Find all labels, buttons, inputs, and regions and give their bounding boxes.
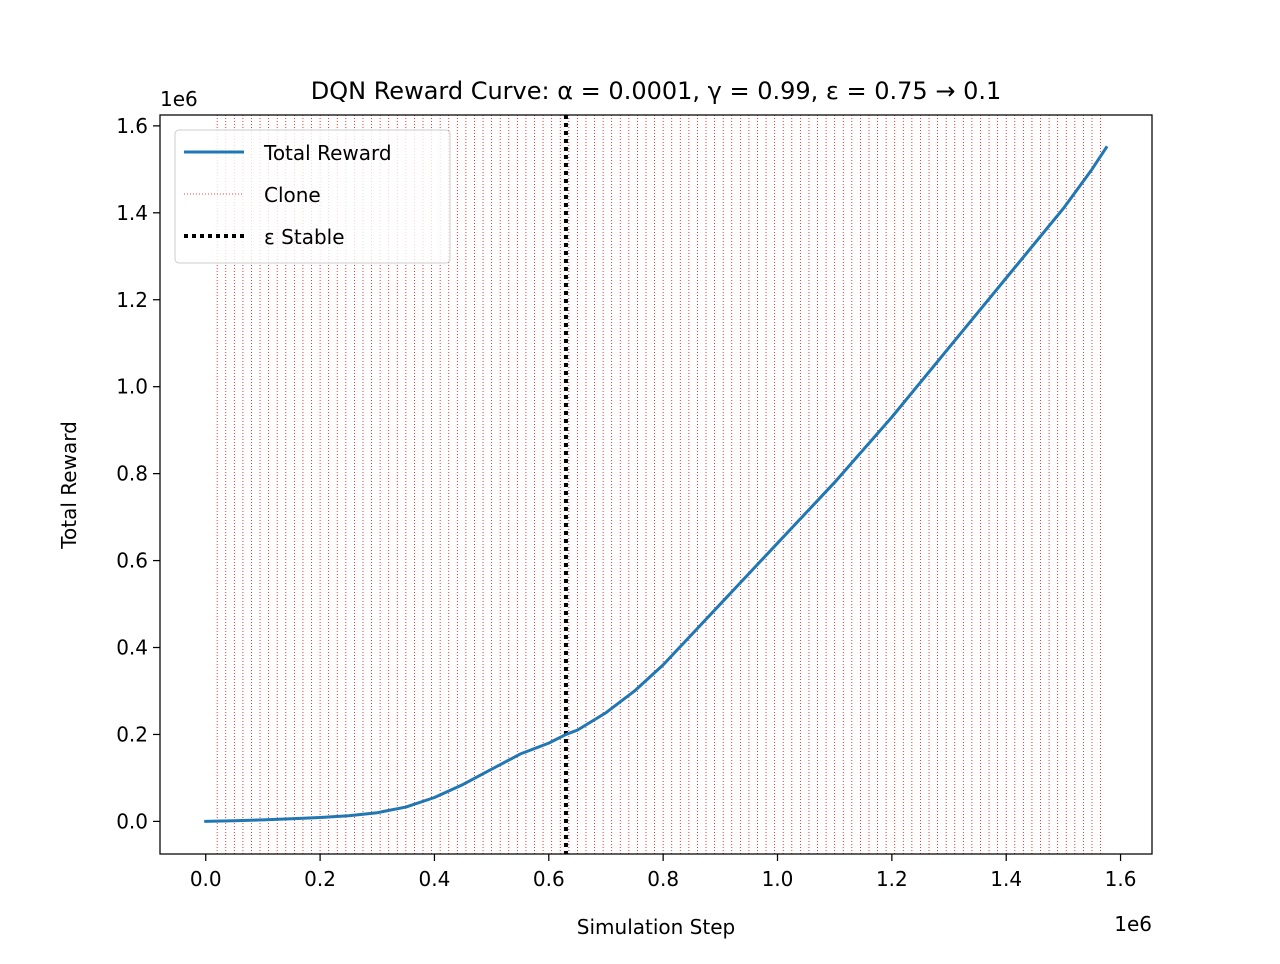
y-axis-ticks: 0.0 0.2 0.4 0.6 0.8 1.0 1.2 1.4 1.6 [116, 114, 160, 833]
y-tick-label: 0.2 [116, 722, 148, 746]
y-tick-label: 0.8 [116, 462, 148, 486]
y-tick-label: 0.6 [116, 549, 148, 573]
series-line-total-reward [204, 145, 1109, 823]
plot-frame [159, 114, 1153, 855]
x-tick-label: 0.4 [419, 867, 451, 891]
x-tick-label: 1.6 [1105, 867, 1137, 891]
y-tick-label: 1.2 [116, 288, 148, 312]
x-tick-label: 0.8 [647, 867, 679, 891]
x-tick-label: 0.6 [533, 867, 565, 891]
y-tick-label: 1.4 [116, 201, 148, 225]
series-layer [204, 145, 1109, 823]
legend-label-clone: Clone [264, 183, 321, 207]
y-tick-label: 1.0 [116, 375, 148, 399]
x-tick-label: 1.0 [762, 867, 794, 891]
x-tick-label: 0.0 [190, 867, 222, 891]
x-axis-ticks: 0.0 0.2 0.4 0.6 0.8 1.0 1.2 1.4 1.6 [190, 854, 1137, 891]
y-tick-label: 0.0 [116, 809, 148, 833]
y-axis-label: Total Reward [57, 421, 81, 550]
legend-label-total-reward: Total Reward [263, 141, 392, 165]
x-axis-label: Simulation Step [577, 915, 735, 939]
chart-title: DQN Reward Curve: α = 0.0001, γ = 0.99, … [311, 77, 1001, 105]
legend-label-epsilon-stable: ε Stable [264, 225, 345, 249]
y-offset-label: 1e6 [160, 87, 198, 111]
x-tick-label: 1.4 [990, 867, 1022, 891]
y-tick-label: 1.6 [116, 114, 148, 138]
legend: Total Reward Clone ε Stable [174, 129, 451, 264]
y-tick-label: 0.4 [116, 636, 148, 660]
x-offset-label: 1e6 [1114, 912, 1152, 936]
x-tick-label: 0.2 [304, 867, 336, 891]
legend-box [174, 129, 451, 264]
x-tick-label: 1.2 [876, 867, 908, 891]
